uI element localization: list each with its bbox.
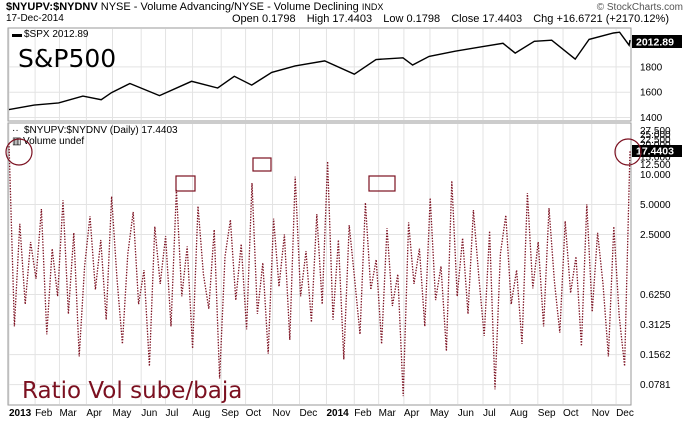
x-tick-label: Mar bbox=[59, 408, 77, 419]
x-tick-label: May bbox=[113, 408, 132, 419]
annotation-box-oct-2013 bbox=[252, 157, 272, 172]
x-tick-label: Jul bbox=[166, 408, 179, 419]
high-label: High bbox=[306, 13, 330, 25]
x-tick-label: Oct bbox=[563, 408, 579, 419]
bottom-y-tick-label: 0.6250 bbox=[640, 290, 671, 301]
top-y-tick-label: 1400 bbox=[640, 113, 663, 124]
top-last-value: 2012.89 bbox=[636, 37, 674, 49]
x-tick-label: Oct bbox=[246, 408, 262, 419]
bottom-y-tick-label: 10.000 bbox=[640, 170, 671, 181]
x-tick-label: Aug bbox=[510, 408, 528, 419]
chg-label: Chg bbox=[533, 13, 554, 25]
bottom-y-tick-label: 2.5000 bbox=[640, 230, 671, 241]
x-tick-label: Nov bbox=[592, 408, 610, 419]
month-grid bbox=[8, 29, 617, 404]
bottom-y-tick-label: 25.000 bbox=[640, 130, 671, 141]
close-label: Close bbox=[451, 13, 480, 25]
open-value: 0.1798 bbox=[261, 13, 296, 25]
spx-overlay-title: S&P500 bbox=[18, 44, 116, 73]
annotation-circle-start bbox=[5, 138, 33, 166]
x-tick-label: Feb bbox=[35, 408, 53, 419]
bottom-y-tick-label: 0.0781 bbox=[640, 380, 671, 391]
top-y-axis: 1400 1600 1800 bbox=[640, 62, 663, 124]
x-tick-label: Dec bbox=[616, 408, 634, 419]
x-tick-label: Jun bbox=[458, 408, 474, 419]
x-tick-label: Sep bbox=[221, 408, 239, 419]
bottom-y-tick-label: 15.000 bbox=[640, 152, 671, 163]
top-y-tick-label: 1600 bbox=[640, 88, 663, 99]
ratio-series-line bbox=[8, 143, 631, 397]
bottom-panel-legend: $NYUPV:$NYDNV (Daily) 17.4403 bbox=[24, 125, 178, 136]
x-tick-label: Feb bbox=[354, 408, 372, 419]
x-tick-label: Apr bbox=[404, 408, 420, 419]
high-value: 17.4403 bbox=[332, 13, 373, 25]
x-tick-label: Mar bbox=[379, 408, 397, 419]
annotation-box-jul-2013 bbox=[175, 175, 196, 192]
bottom-panel-sublegend-icon: ▥ bbox=[12, 136, 21, 147]
chg-value: +16.6721 (+2170.12%) bbox=[556, 13, 669, 25]
x-tick-label: Jul bbox=[483, 408, 496, 419]
annotation-circle-end bbox=[614, 138, 642, 166]
chart-header: $NYUPV:$NYDNV NYSE - Volume Advancing/NY… bbox=[6, 1, 383, 13]
top-panel-frame bbox=[7, 27, 632, 122]
chart-date: 17-Dec-2014 bbox=[6, 13, 64, 24]
bottom-y-tick-label: 12.500 bbox=[640, 160, 671, 171]
symbol-label: $NYUPV:$NYDNV bbox=[6, 1, 98, 13]
exchange-label: INDX bbox=[361, 2, 384, 12]
x-tick-label: 2014 bbox=[326, 408, 349, 419]
bottom-y-tick-label: 5.0000 bbox=[640, 200, 671, 211]
x-tick-label: Sep bbox=[538, 408, 556, 419]
stockcharts-brand: © StockCharts.com bbox=[596, 2, 683, 13]
annotation-box-mar-2014 bbox=[368, 175, 396, 192]
ohlc-readout: Open 0.1798 High 17.4403 Low 0.1798 Clos… bbox=[232, 13, 669, 25]
ratio-overlay-title: Ratio Vol sube/baja bbox=[22, 378, 242, 404]
x-tick-label: Dec bbox=[299, 408, 317, 419]
bottom-y-tick-label: 0.1562 bbox=[640, 350, 671, 361]
x-axis: 2013 Feb Mar Apr May Jun Jul Aug Sep Oct Nov Dec 201… bbox=[9, 408, 634, 419]
top-panel-legend-marker: ▬ bbox=[12, 29, 22, 40]
symbol-description: NYSE - Volume Advancing/NYSE - Volume De… bbox=[100, 1, 359, 13]
bottom-panel-sublegend: Volume undef bbox=[23, 136, 84, 147]
x-tick-label: Aug bbox=[193, 408, 211, 419]
top-y-tick-label: 1800 bbox=[640, 62, 663, 73]
bottom-panel-legend-marker: ·· bbox=[12, 125, 19, 136]
x-tick-label: Apr bbox=[86, 408, 102, 419]
low-value: 0.1798 bbox=[406, 13, 441, 25]
bottom-y-tick-label: 27.500 bbox=[640, 126, 671, 137]
spx-series-line bbox=[8, 31, 631, 111]
top-last-value-badge: 2012.89 bbox=[632, 35, 682, 49]
x-tick-label: Jun bbox=[141, 408, 157, 419]
top-panel-legend: $SPX 2012.89 bbox=[24, 29, 89, 40]
close-value: 17.4403 bbox=[482, 13, 523, 25]
x-tick-label: 2013 bbox=[9, 408, 32, 419]
x-tick-label: May bbox=[430, 408, 449, 419]
bottom-y-tick-label: 0.3125 bbox=[640, 320, 671, 331]
low-label: Low bbox=[383, 13, 404, 25]
x-tick-label: Nov bbox=[273, 408, 291, 419]
bottom-y-tick-label: 22.500 bbox=[640, 135, 671, 146]
bottom-last-value-badge: 17.4403 bbox=[632, 145, 682, 158]
bottom-y-axis: 0.0781 0.1562 0.3125 0.6250 2.5000 5.0000 10.0… bbox=[640, 126, 671, 391]
open-label: Open bbox=[232, 13, 259, 25]
bottom-last-value: 17.4403 bbox=[636, 146, 674, 158]
